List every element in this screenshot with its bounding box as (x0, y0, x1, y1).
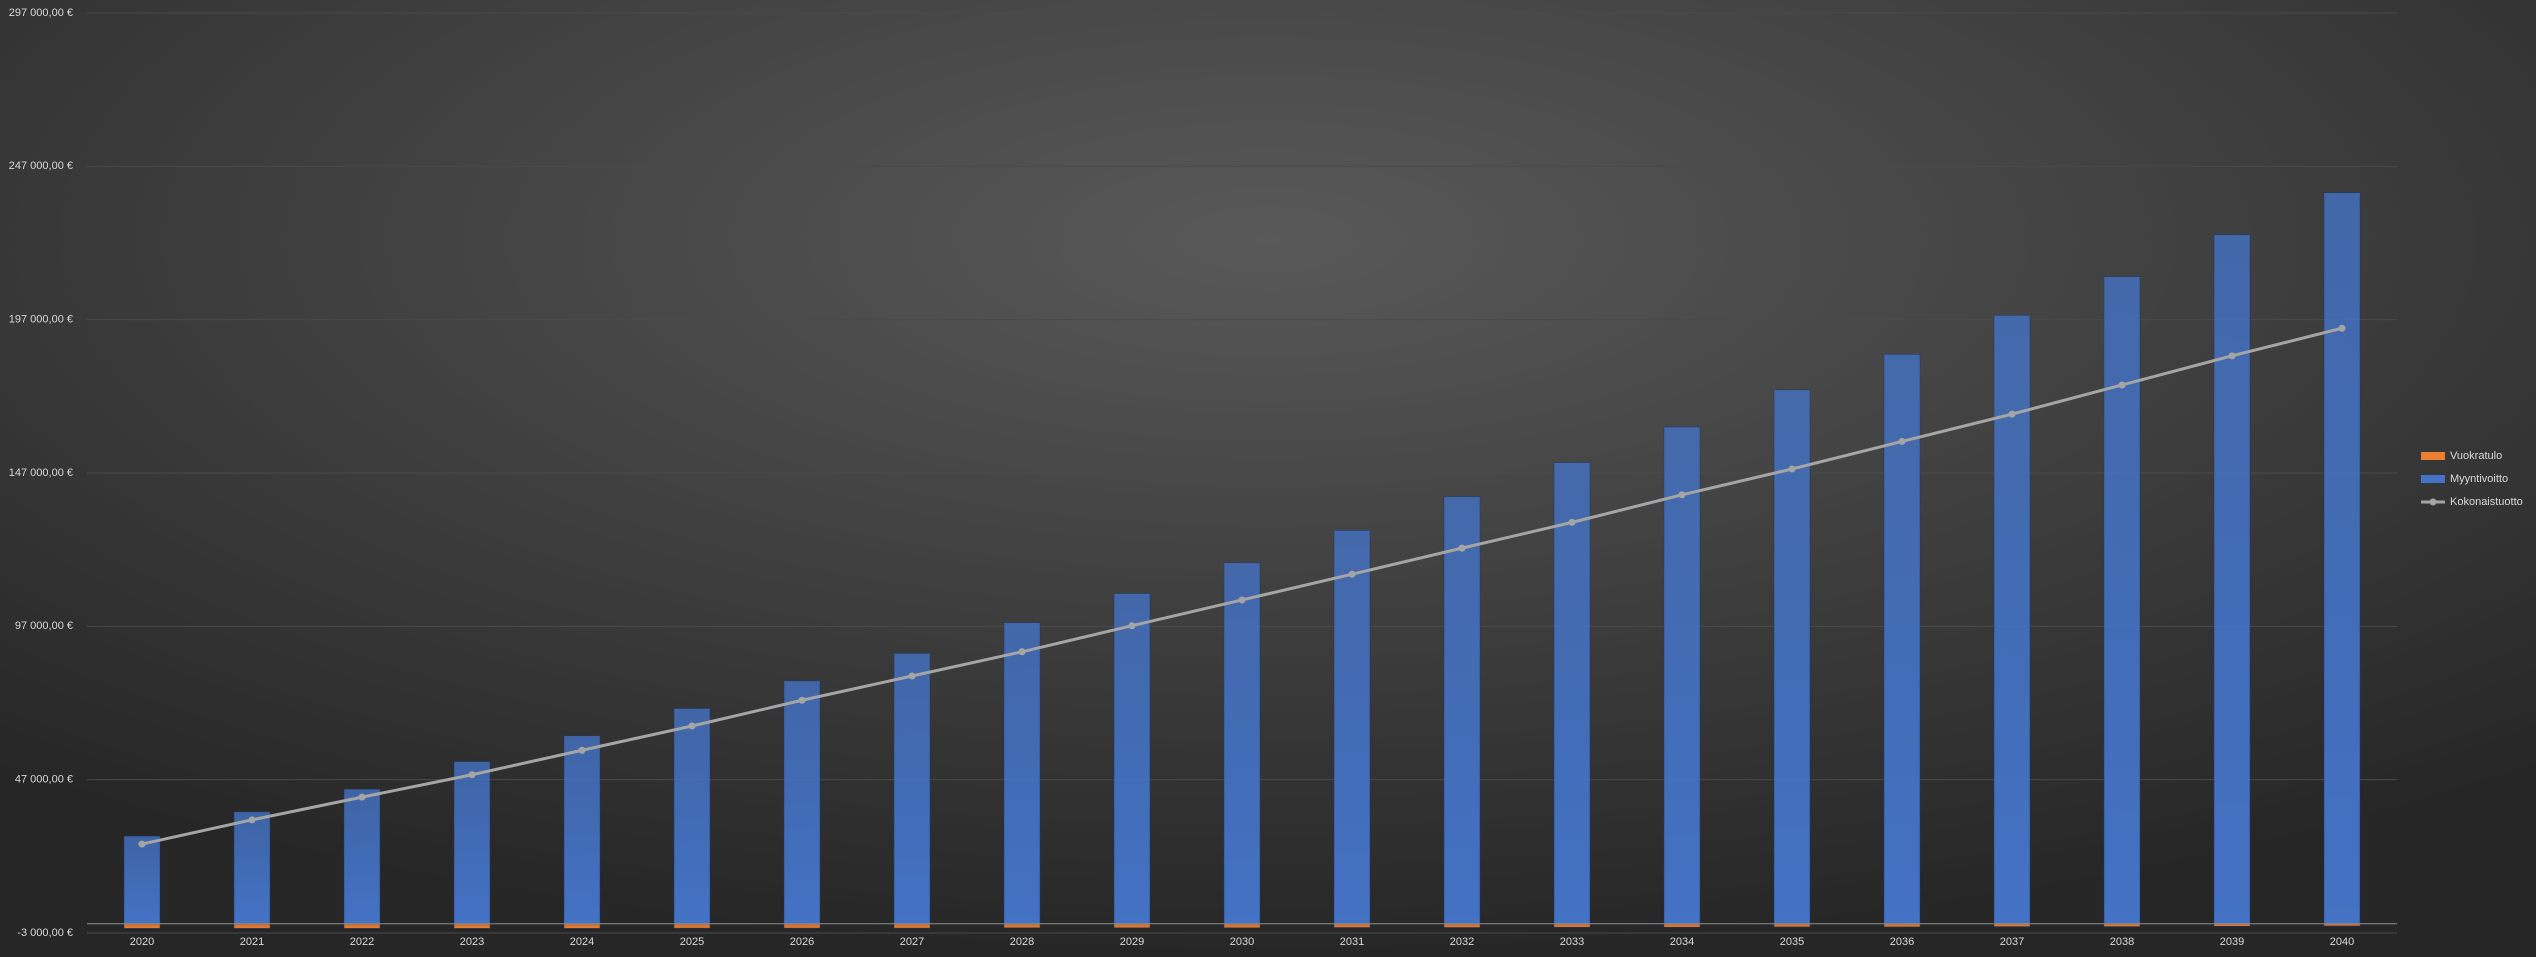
bar (893, 653, 931, 925)
line-marker (1128, 622, 1136, 630)
line-marker (138, 840, 146, 848)
bar (453, 761, 491, 925)
line-marker (2008, 410, 2016, 418)
bar (893, 923, 931, 929)
bar (563, 923, 601, 929)
bar (783, 923, 821, 929)
x-tick-label: 2038 (2110, 936, 2134, 948)
bar (2323, 192, 2361, 925)
bar (1443, 923, 1481, 928)
line-marker (248, 816, 256, 824)
bar (1443, 496, 1481, 925)
x-tick-label: 2020 (130, 936, 154, 948)
bar (1113, 593, 1151, 925)
y-tick-label: 97 000,00 € (15, 620, 73, 632)
x-tick-label: 2036 (1890, 936, 1914, 948)
line-marker (1458, 544, 1466, 552)
bar (1333, 530, 1371, 925)
bar (2103, 276, 2141, 925)
y-tick-label: 247 000,00 € (9, 160, 73, 172)
x-tick-label: 2025 (680, 936, 704, 948)
bar (123, 923, 161, 929)
bar (1663, 923, 1701, 928)
x-tick-label: 2031 (1340, 936, 1364, 948)
x-tick-label: 2023 (460, 936, 484, 948)
x-tick-label: 2039 (2220, 936, 2244, 948)
line-marker (2228, 352, 2236, 360)
line-marker (1348, 570, 1356, 578)
x-tick-label: 2029 (1120, 936, 1144, 948)
x-tick-label: 2026 (790, 936, 814, 948)
bar (1223, 923, 1261, 929)
x-tick-label: 2030 (1230, 936, 1254, 948)
bar (343, 923, 381, 929)
x-tick-label: 2033 (1560, 936, 1584, 948)
line-marker (688, 722, 696, 730)
x-tick-label: 2037 (2000, 936, 2024, 948)
bar (1883, 354, 1921, 925)
bar (1333, 923, 1371, 928)
bar (563, 735, 601, 925)
legend-key (2429, 498, 2437, 506)
legend-label: Kokonaistuotto (2450, 496, 2523, 508)
line-marker (1018, 648, 1026, 656)
bar (123, 835, 161, 925)
legend-label: Myyntivoitto (2450, 473, 2508, 485)
x-tick-label: 2028 (1010, 936, 1034, 948)
bar (1553, 923, 1591, 928)
line-marker (578, 746, 586, 754)
bar (1113, 923, 1151, 929)
bar (343, 788, 381, 925)
x-tick-label: 2022 (350, 936, 374, 948)
line-marker (2338, 324, 2346, 332)
legend-key (2421, 475, 2445, 483)
line-marker (798, 696, 806, 704)
bar (1993, 315, 2031, 925)
bar (233, 923, 271, 929)
line-marker (2118, 381, 2126, 389)
bar (2213, 234, 2251, 925)
bar (1553, 462, 1591, 925)
bar (1223, 562, 1261, 925)
bar (453, 923, 491, 929)
legend-label: Vuokratulo (2450, 450, 2502, 462)
x-tick-label: 2032 (1450, 936, 1474, 948)
line-marker (358, 793, 366, 801)
x-tick-label: 2040 (2330, 936, 2354, 948)
y-tick-label: 147 000,00 € (9, 467, 73, 479)
bar (783, 680, 821, 925)
bar (233, 811, 271, 925)
bar (1003, 622, 1041, 925)
x-tick-label: 2024 (570, 936, 594, 948)
bar (1003, 923, 1041, 929)
bar (1773, 389, 1811, 925)
line-marker (1788, 465, 1796, 473)
line-marker (1238, 596, 1246, 604)
line-marker (908, 672, 916, 680)
line-marker (1678, 491, 1686, 499)
bar (673, 923, 711, 929)
y-tick-label: 47 000,00 € (15, 774, 73, 786)
y-tick-label: 197 000,00 € (9, 314, 73, 326)
x-tick-label: 2021 (240, 936, 264, 948)
x-tick-label: 2027 (900, 936, 924, 948)
x-tick-label: 2034 (1670, 936, 1694, 948)
y-tick-label: -3 000,00 € (17, 927, 73, 939)
x-tick-label: 2035 (1780, 936, 1804, 948)
legend-key (2421, 452, 2445, 460)
bar (1663, 426, 1701, 925)
line-marker (1898, 437, 1906, 445)
line-marker (1568, 518, 1576, 526)
bar (673, 708, 711, 925)
y-tick-label: 297 000,00 € (9, 7, 73, 19)
line-marker (468, 771, 476, 779)
